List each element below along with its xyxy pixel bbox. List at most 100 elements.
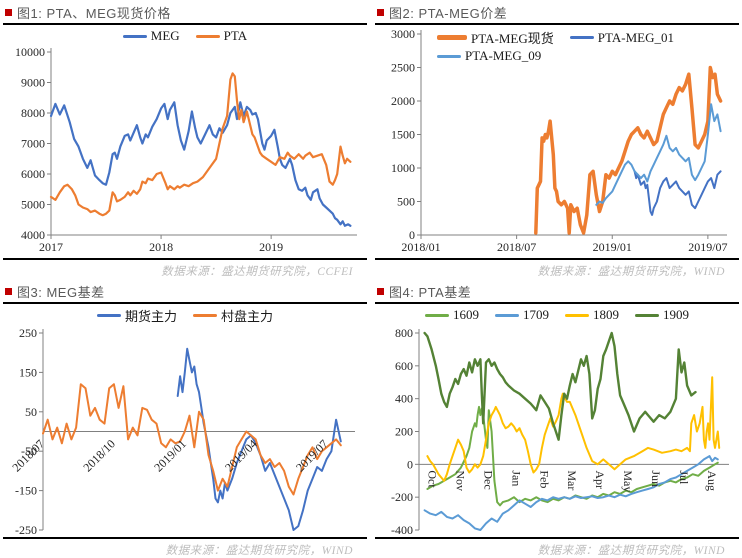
- x-tick-label: 2019: [259, 240, 283, 254]
- series-line-MEG: [49, 101, 352, 227]
- figure4-chart-canvas: 800 600 400 200 0 -200 -400 Oct Nov Dec Jan Feb Mar A…: [391, 326, 729, 536]
- figure4-source: 数据来源：盛达期货研究院，WIND: [537, 545, 725, 557]
- series-line-PTA: [49, 72, 352, 217]
- y-tick-label: 250: [19, 326, 37, 340]
- series-line-1909: [423, 331, 697, 441]
- panel-figure4: 图4: PTA基差 1609 1709 1809 1909 800 600 400 200 0…: [375, 279, 739, 558]
- figure1-plot-area: MEG PTA 10000 9000 8000 7000 6000 5000 4000 2017…: [3, 26, 367, 257]
- legend-line-swatch-PTA-MEG_01: [569, 36, 594, 39]
- figure3-title: 图3: MEG基差: [3, 279, 367, 301]
- y-tick-label: 500: [397, 195, 415, 209]
- y-tick-label: 3000: [391, 27, 415, 41]
- legend-item-1709: 1709: [495, 307, 549, 323]
- figure2-title-text: 图2: PTA-MEG价差: [389, 6, 508, 21]
- legend-line-swatch-1809: [565, 313, 589, 317]
- figure3-title-text: 图3: MEG基差: [17, 285, 105, 300]
- y-tick-label: 1500: [391, 128, 415, 142]
- y-tick-label: -150: [15, 484, 37, 498]
- panel-figure1: 图1: PTA、MEG现货价格 MEG PTA 10000 9000 8000 7000…: [3, 0, 367, 279]
- series-line-期货主力: [176, 347, 342, 531]
- figure1-title-text: 图1: PTA、MEG现货价格: [17, 6, 171, 21]
- y-tick-label: 5000: [21, 198, 45, 212]
- y-tick-label: 800: [395, 326, 413, 340]
- x-tick-label: Apr: [593, 470, 607, 489]
- x-tick-label: 2017: [39, 240, 63, 254]
- figure1-source: 数据来源：盛达期货研究院，CCFEI: [161, 266, 353, 278]
- y-tick-label: -250: [15, 523, 37, 536]
- y-tick-label: 150: [19, 365, 37, 379]
- y-tick-label: 200: [395, 425, 413, 439]
- figure2-title: 图2: PTA-MEG价差: [375, 0, 739, 22]
- y-tick-label: 400: [395, 392, 413, 406]
- y-tick-label: 50: [25, 405, 37, 419]
- figure3-plot-area: 期货主力 村盘主力 250 150 50 -50 -150 -250 2018/07 2018/…: [3, 305, 367, 536]
- legend-line-swatch-1709: [495, 313, 519, 317]
- x-tick-label: 2018: [149, 240, 173, 254]
- legend-line-swatch-村盘主力: [193, 313, 217, 317]
- divider: [3, 258, 367, 260]
- y-tick-label: 7000: [21, 137, 45, 151]
- red-square-bullet: [377, 288, 384, 295]
- x-tick-label: 2018/01: [401, 240, 440, 254]
- x-tick-label: 2019/01: [151, 437, 189, 475]
- y-tick-label: 10000: [15, 46, 45, 59]
- y-tick-label: 4000: [21, 228, 45, 242]
- x-tick-label: 2019/07: [688, 240, 727, 254]
- legend-label-1709: 1709: [523, 307, 549, 322]
- figure2-source: 数据来源：盛达期货研究院，WIND: [537, 266, 725, 278]
- y-tick-label: 0: [407, 457, 413, 471]
- figure4-legend: 1609 1709 1809 1909: [375, 305, 739, 325]
- series-line-1809: [426, 376, 721, 482]
- y-tick-label: 8000: [21, 106, 45, 120]
- legend-label-期货主力: 期货主力: [124, 308, 177, 324]
- y-tick-label: -50: [21, 444, 37, 458]
- legend-label-PTA-MEG_01: PTA-MEG_01: [597, 29, 674, 45]
- divider: [375, 23, 739, 25]
- divider: [3, 537, 367, 539]
- legend-label-1909: 1909: [663, 307, 689, 322]
- y-tick-label: 9000: [21, 76, 45, 90]
- series-line-村盘主力: [42, 383, 342, 496]
- x-tick-label: Feb: [537, 470, 551, 488]
- y-tick-label: 6000: [21, 167, 45, 181]
- legend-line-swatch-PTA-MEG_09: [437, 54, 461, 58]
- y-tick-label: 2500: [391, 61, 415, 75]
- x-tick-label: Jan: [509, 470, 523, 486]
- legend-label-PTA-MEG现货: PTA-MEG现货: [471, 31, 554, 46]
- x-tick-label: 2018/07: [9, 437, 47, 475]
- x-tick-label: Nov: [454, 470, 468, 491]
- legend-item-PTA-MEG_09: PTA-MEG_09: [437, 48, 541, 64]
- panel-figure2: 图2: PTA-MEG价差 PTA-MEG现货 PTA-MEG_01 PTA-MEG…: [375, 0, 739, 279]
- legend-item-期货主力: 期货主力: [96, 306, 177, 325]
- series-line-PTA-MEG_01: [633, 170, 722, 216]
- legend-item-1909: 1909: [635, 307, 689, 323]
- divider: [3, 23, 367, 25]
- series-line-1709: [423, 455, 719, 531]
- x-tick-label: 2018/07: [497, 240, 536, 254]
- legend-line-swatch-MEG: [122, 34, 147, 38]
- legend-item-PTA: PTA: [195, 28, 248, 44]
- legend-line-swatch-期货主力: [96, 313, 121, 317]
- x-tick-label: Aug: [705, 470, 719, 491]
- figure1-title: 图1: PTA、MEG现货价格: [3, 0, 367, 22]
- y-tick-label: -200: [391, 490, 413, 504]
- figure4-title: 图4: PTA基差: [375, 279, 739, 301]
- y-tick-label: 600: [395, 359, 413, 373]
- legend-item-村盘主力: 村盘主力: [193, 306, 273, 325]
- panel-figure3: 图3: MEG基差 期货主力 村盘主力 250 150 50 -50 -150 -250 20…: [3, 279, 367, 558]
- y-tick-label: 2000: [391, 94, 415, 108]
- divider: [375, 258, 739, 260]
- x-tick-label: Jul: [677, 470, 691, 485]
- legend-label-PTA: PTA: [223, 28, 248, 43]
- figure1-legend: MEG PTA: [3, 26, 367, 46]
- legend-line-swatch-PTA: [195, 34, 220, 38]
- legend-line-swatch-PTA-MEG现货: [437, 35, 467, 40]
- figure4-plot-area: 1609 1709 1809 1909 800 600 400 200 0 -200 -400 Oc…: [375, 305, 739, 536]
- x-tick-label: 2019/07: [293, 437, 331, 475]
- legend-line-swatch-1609: [425, 313, 449, 317]
- legend-item-1809: 1809: [565, 307, 619, 323]
- figure3-source: 数据来源：盛达期货研究院，WIND: [165, 545, 353, 557]
- x-tick-label: Mar: [565, 470, 579, 490]
